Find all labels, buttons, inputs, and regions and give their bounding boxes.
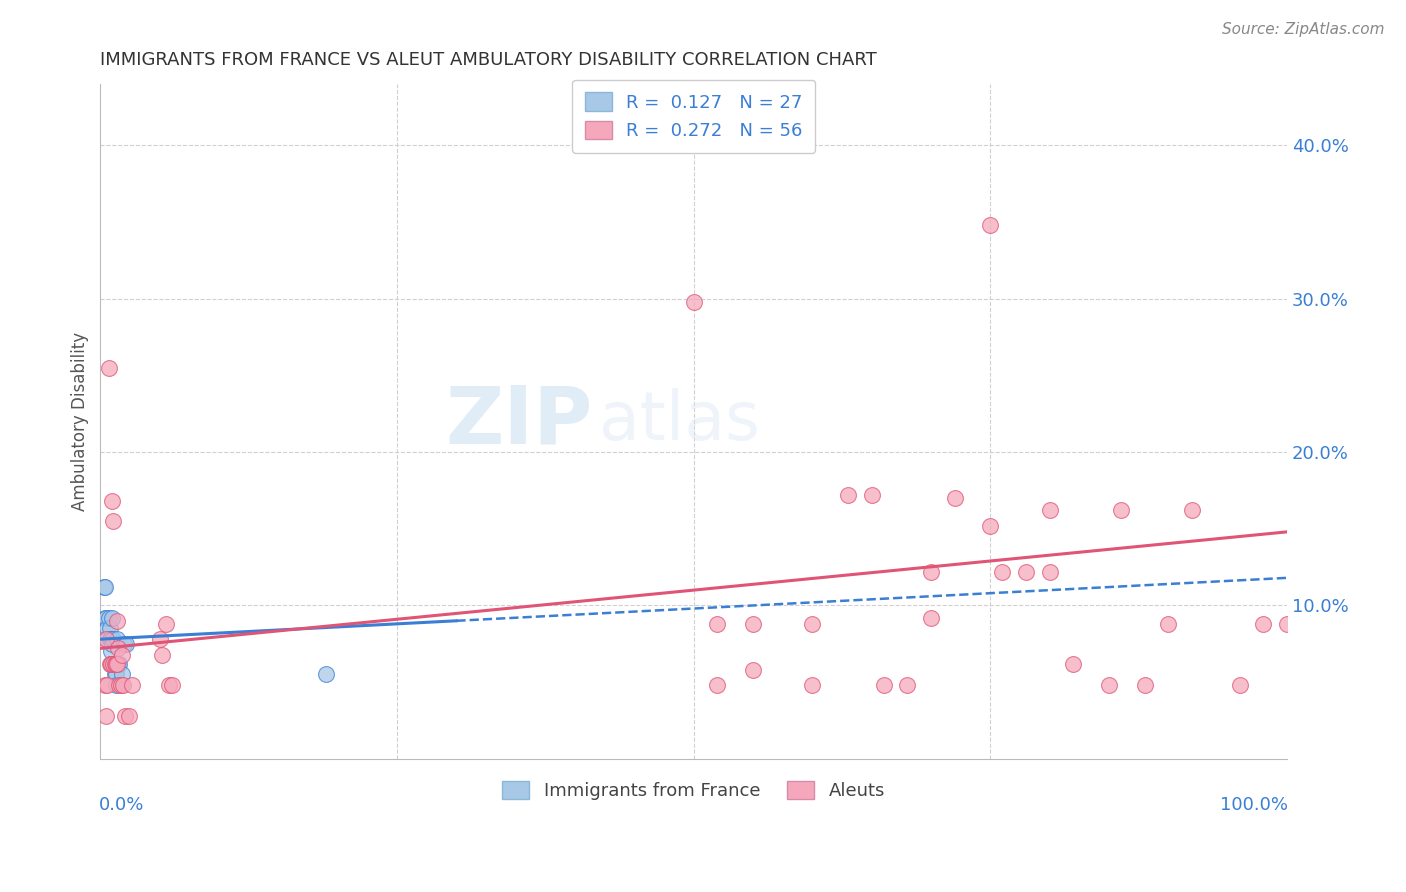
Point [96, 678, 118, 692]
Point [801, 616, 824, 631]
Point [101, 611, 124, 625]
Text: 100.0%: 100.0% [1220, 796, 1288, 814]
Point [107, 641, 129, 656]
Point [115, 637, 138, 651]
Point [979, 218, 1001, 232]
Point [100, 632, 122, 647]
Text: IMMIGRANTS FROM FRANCE VS ALEUT AMBULATORY DISABILITY CORRELATION CHART: IMMIGRANTS FROM FRANCE VS ALEUT AMBULATO… [100, 51, 877, 69]
Point [1039, 503, 1062, 517]
Point [121, 678, 143, 692]
Text: 0.0%: 0.0% [100, 796, 145, 814]
Point [1157, 616, 1180, 631]
Point [1015, 565, 1038, 579]
Point [104, 657, 127, 671]
Point [104, 657, 127, 671]
Point [100, 657, 122, 671]
Point [1181, 503, 1204, 517]
Point [96, 622, 118, 636]
Point [108, 678, 131, 692]
Point [111, 648, 134, 662]
Point [105, 657, 128, 671]
Point [1275, 616, 1298, 631]
Point [110, 678, 132, 692]
Point [112, 637, 135, 651]
Point [111, 678, 134, 692]
Point [96, 611, 118, 625]
Point [920, 565, 942, 579]
Legend: Immigrants from France, Aleuts: Immigrants from France, Aleuts [495, 773, 893, 807]
Point [96, 709, 118, 723]
Point [97, 360, 120, 375]
Point [682, 294, 704, 309]
Point [104, 657, 127, 671]
Point [103, 514, 125, 528]
Point [114, 709, 136, 723]
Point [155, 616, 177, 631]
Point [1133, 678, 1156, 692]
Point [96, 632, 118, 647]
Point [94, 580, 117, 594]
Point [1039, 565, 1062, 579]
Point [94, 678, 117, 692]
Point [979, 518, 1001, 533]
Point [104, 667, 127, 681]
Text: Source: ZipAtlas.com: Source: ZipAtlas.com [1222, 22, 1385, 37]
Point [160, 678, 183, 692]
Point [991, 565, 1014, 579]
Point [315, 667, 337, 681]
Point [111, 667, 134, 681]
Point [94, 611, 117, 625]
Point [920, 611, 942, 625]
Point [1229, 678, 1251, 692]
Point [837, 488, 859, 502]
Point [801, 678, 824, 692]
Point [104, 667, 127, 681]
Point [97, 611, 120, 625]
Point [118, 709, 141, 723]
Point [742, 616, 765, 631]
Point [1062, 657, 1084, 671]
Point [706, 616, 728, 631]
Point [103, 632, 125, 647]
Point [101, 494, 124, 508]
Point [706, 678, 728, 692]
Point [93, 580, 115, 594]
Point [872, 678, 894, 692]
Point [104, 678, 127, 692]
Point [1098, 678, 1121, 692]
Point [101, 637, 124, 651]
Point [943, 491, 966, 505]
Point [1253, 616, 1275, 631]
Point [108, 657, 131, 671]
Point [96, 632, 118, 647]
Point [149, 632, 172, 647]
Point [1109, 503, 1132, 517]
Point [100, 657, 122, 671]
Point [103, 657, 125, 671]
Point [105, 614, 128, 628]
Point [150, 648, 173, 662]
Text: ZIP: ZIP [446, 383, 593, 460]
Point [107, 657, 129, 671]
Y-axis label: Ambulatory Disability: Ambulatory Disability [72, 332, 89, 511]
Point [103, 657, 125, 671]
Point [105, 632, 128, 647]
Point [98, 632, 121, 647]
Point [896, 678, 918, 692]
Point [98, 657, 121, 671]
Point [157, 678, 180, 692]
Text: atlas: atlas [599, 388, 759, 454]
Point [100, 644, 122, 658]
Point [98, 622, 121, 636]
Point [742, 663, 765, 677]
Point [860, 488, 883, 502]
